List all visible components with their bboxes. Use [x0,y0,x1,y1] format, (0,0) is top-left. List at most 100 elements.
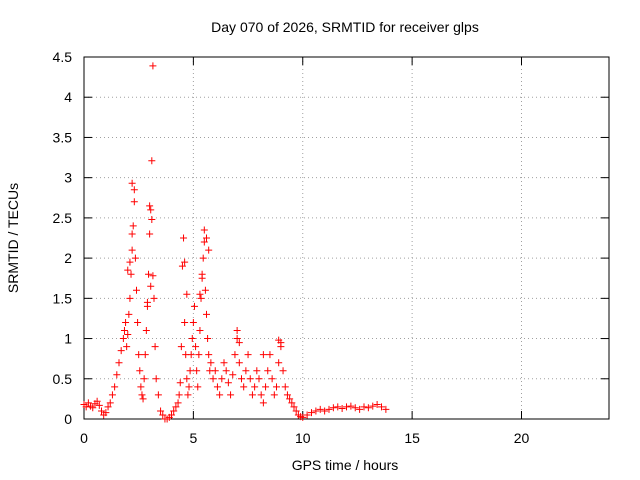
data-point [312,407,320,415]
data-point [308,409,315,417]
data-point [259,351,267,359]
data-point [195,351,203,359]
data-point [186,367,194,375]
data-point [268,375,276,383]
data-point [150,294,158,302]
data-point [183,375,191,383]
data-point [200,226,208,234]
data-point [233,327,241,335]
y-tick-label: 4 [64,89,72,105]
data-point [299,413,307,421]
x-tick-label: 0 [80,430,88,446]
data-point [369,402,377,410]
data-point [181,318,189,326]
data-point [286,395,294,403]
data-point [117,347,125,355]
data-points [80,62,390,423]
data-point [257,391,265,399]
data-point [184,391,192,399]
data-point [248,391,256,399]
x-axis-label: GPS time / hours [292,457,399,473]
data-point [157,407,165,415]
data-point [148,215,156,223]
data-point [181,258,189,266]
data-point [159,411,167,419]
data-point [102,409,110,417]
data-point [244,351,252,359]
data-point [200,238,208,246]
data-point [270,391,278,399]
y-tick-label: 1 [64,331,72,347]
data-point [176,379,184,387]
data-point [131,254,139,262]
data-point [89,404,97,412]
data-point [356,405,364,413]
data-point [213,383,221,391]
y-tick-label: 0 [64,411,72,427]
y-tick-label: 2.5 [53,210,73,226]
data-point [240,383,248,391]
data-point [231,351,239,359]
axis-ticks [83,56,609,420]
data-point [382,405,390,413]
data-point [235,359,243,367]
data-point [128,246,136,254]
data-point [347,402,355,410]
data-point [143,298,151,306]
data-point [316,405,324,413]
data-point [98,407,105,415]
data-point [188,335,196,343]
data-point [360,403,368,411]
data-point [147,206,155,214]
data-point [275,336,283,344]
data-point [303,411,311,419]
data-point [351,404,359,412]
data-point [281,383,289,391]
data-point [187,351,195,359]
data-point [292,407,300,415]
data-point [321,407,329,415]
data-point [199,254,207,262]
data-point [262,383,270,391]
data-point [193,367,201,375]
x-tick-label: 10 [295,430,311,446]
data-point [104,403,112,411]
data-point [172,403,180,411]
data-point [229,371,237,379]
data-point [145,270,153,278]
data-point [220,359,228,367]
data-point [325,405,333,413]
data-point [246,375,254,383]
data-point [192,343,200,351]
data-point [146,202,154,210]
data-point [201,286,209,294]
data-point [224,379,232,387]
data-point [264,367,272,375]
data-point [120,327,128,335]
tick-labels: 0 0.5 1 1.5 2 2.5 3 3.5 4 4.5 0 5 10 15 20 [53,49,530,446]
data-point [111,383,119,391]
data-point [266,351,274,359]
data-point [146,230,154,238]
data-point [149,62,157,70]
y-tick-label: 0.5 [53,371,73,387]
data-point [113,371,121,379]
data-point [106,399,114,407]
data-point [197,294,205,302]
plot-area-border [83,56,610,420]
data-point [138,391,146,399]
data-point [196,327,204,335]
data-point [178,262,186,270]
data-point [147,282,155,290]
data-point [95,401,103,409]
data-point [338,405,346,413]
data-point [168,411,175,419]
data-point [259,399,267,407]
y-tick-label: 4.5 [53,49,73,65]
data-point [216,391,224,399]
data-point [288,399,296,407]
data-point [235,339,243,347]
data-point [203,310,210,318]
data-point [170,407,178,415]
